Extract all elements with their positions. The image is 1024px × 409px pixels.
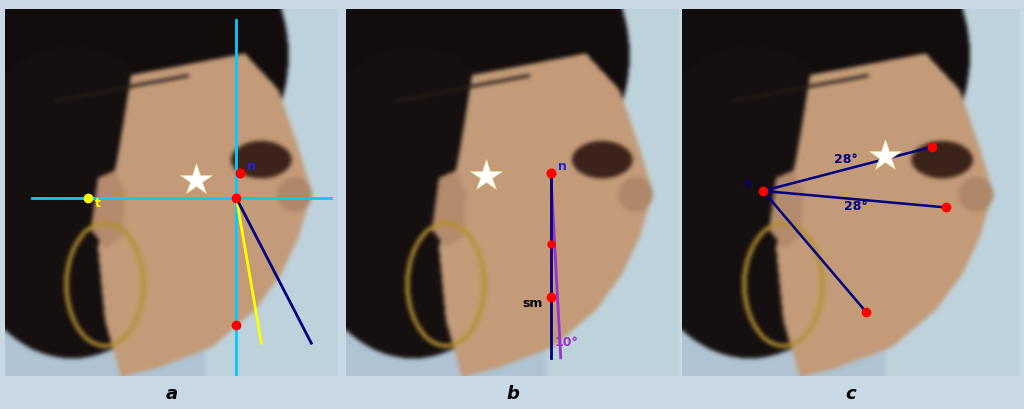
Text: t: t	[95, 196, 100, 209]
Text: n: n	[247, 160, 256, 173]
Text: c: c	[846, 384, 856, 402]
Text: 28°: 28°	[834, 152, 858, 165]
Text: 28°: 28°	[844, 200, 868, 213]
Text: n: n	[558, 160, 567, 173]
Text: a: a	[166, 384, 177, 402]
Text: t: t	[744, 178, 751, 191]
Text: 10°: 10°	[554, 335, 578, 348]
Text: sm: sm	[522, 297, 543, 310]
Text: b: b	[506, 384, 519, 402]
